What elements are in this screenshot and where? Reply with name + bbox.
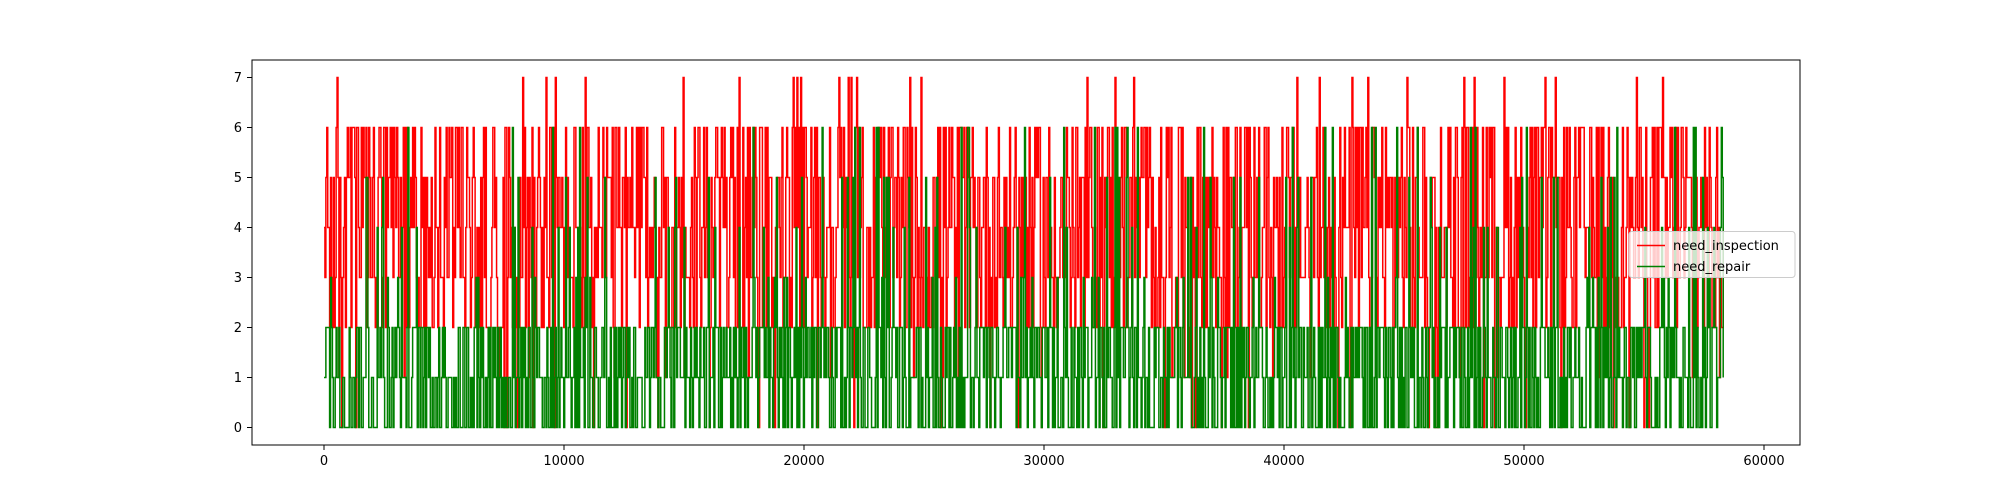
x-tick-label: 0 (320, 454, 328, 469)
y-tick-label: 1 (234, 371, 242, 386)
series-layer (324, 76, 1724, 429)
plot-area-frame (251, 59, 1801, 446)
x-tick-label: 40000 (1263, 454, 1304, 469)
x-tick-label: 60000 (1743, 454, 1784, 469)
series-line-need-repair (324, 126, 1724, 429)
x-tick-label: 30000 (1023, 454, 1064, 469)
series-line-need-inspection (324, 76, 1724, 429)
y-tick-label: 5 (234, 171, 242, 186)
y-tick-label: 7 (234, 71, 242, 86)
y-tick-label: 6 (234, 121, 242, 136)
legend-label-need-inspection: need_inspection (1673, 239, 1779, 254)
x-tick-label: 50000 (1503, 454, 1544, 469)
x-axis: 0 10000 20000 30000 40000 50000 60000 (320, 445, 1785, 469)
y-tick-label: 3 (234, 271, 242, 286)
legend-label-need-repair: need_repair (1673, 260, 1751, 275)
x-tick-label: 10000 (543, 454, 584, 469)
legend-box (1628, 231, 1796, 278)
x-tick-label: 20000 (783, 454, 824, 469)
y-axis: 0 1 2 3 4 5 6 7 (234, 71, 252, 436)
y-tick-label: 0 (234, 421, 242, 436)
legend: need_inspection need_repair (1628, 231, 1796, 278)
y-tick-label: 2 (234, 321, 242, 336)
y-tick-label: 4 (234, 221, 242, 236)
